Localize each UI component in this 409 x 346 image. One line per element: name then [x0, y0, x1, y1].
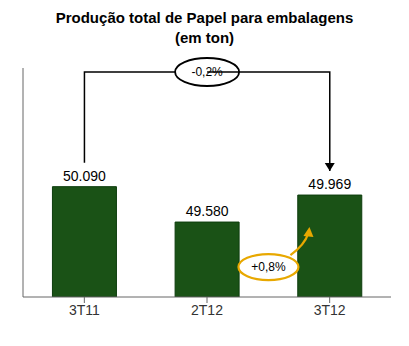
svg-text:2T12: 2T12: [191, 302, 223, 318]
svg-text:-0,2%: -0,2%: [191, 65, 223, 79]
svg-text:49.969: 49.969: [308, 176, 351, 192]
svg-text:3T11: 3T11: [69, 302, 100, 318]
svg-text:49.580: 49.580: [186, 203, 229, 219]
svg-text:+0,8%: +0,8%: [251, 260, 286, 274]
svg-text:3T12: 3T12: [314, 302, 346, 318]
svg-text:50.090: 50.090: [63, 168, 106, 184]
html-text:Produção total de Papel para e: Produção total de Papel para embalagens: [55, 9, 354, 26]
html-text:(em ton): (em ton): [174, 29, 235, 46]
